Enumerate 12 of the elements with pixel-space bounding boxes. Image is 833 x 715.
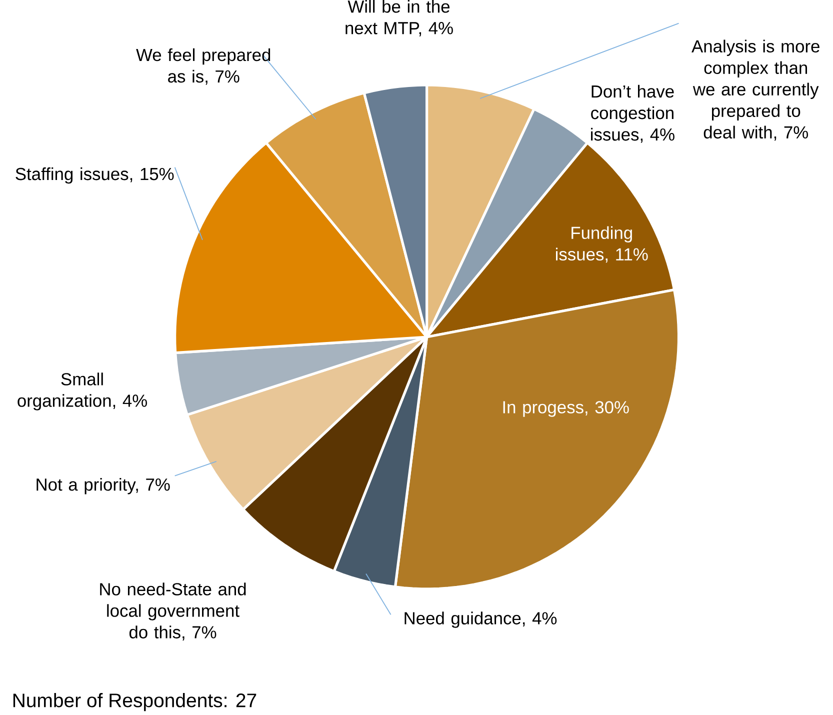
slice-label: Will be in the next MTP, 4% (346, 0, 453, 37)
text: Number of Respondents: 27 (13, 693, 256, 712)
slice-label: No need-State and local government do this, 7% (100, 582, 246, 641)
slice-label: Small organization, 4% (18, 372, 147, 411)
slice-label: We feel prepared as is, 7% (136, 48, 270, 85)
slice-label: Analysis is more complex than we are currently prepared to deal with, 7% (692, 40, 820, 141)
slice-label: Funding issues, 11% (556, 226, 648, 263)
slice-label: Need guidance, 4% (404, 612, 557, 628)
slice-label: Not a priority, 7% (36, 478, 170, 494)
slice-label: In progess, 30% (503, 401, 629, 418)
slice-label: Staffing issues, 15% (16, 168, 174, 184)
slice-label: Don’t have congestion issues, 4% (591, 85, 674, 143)
